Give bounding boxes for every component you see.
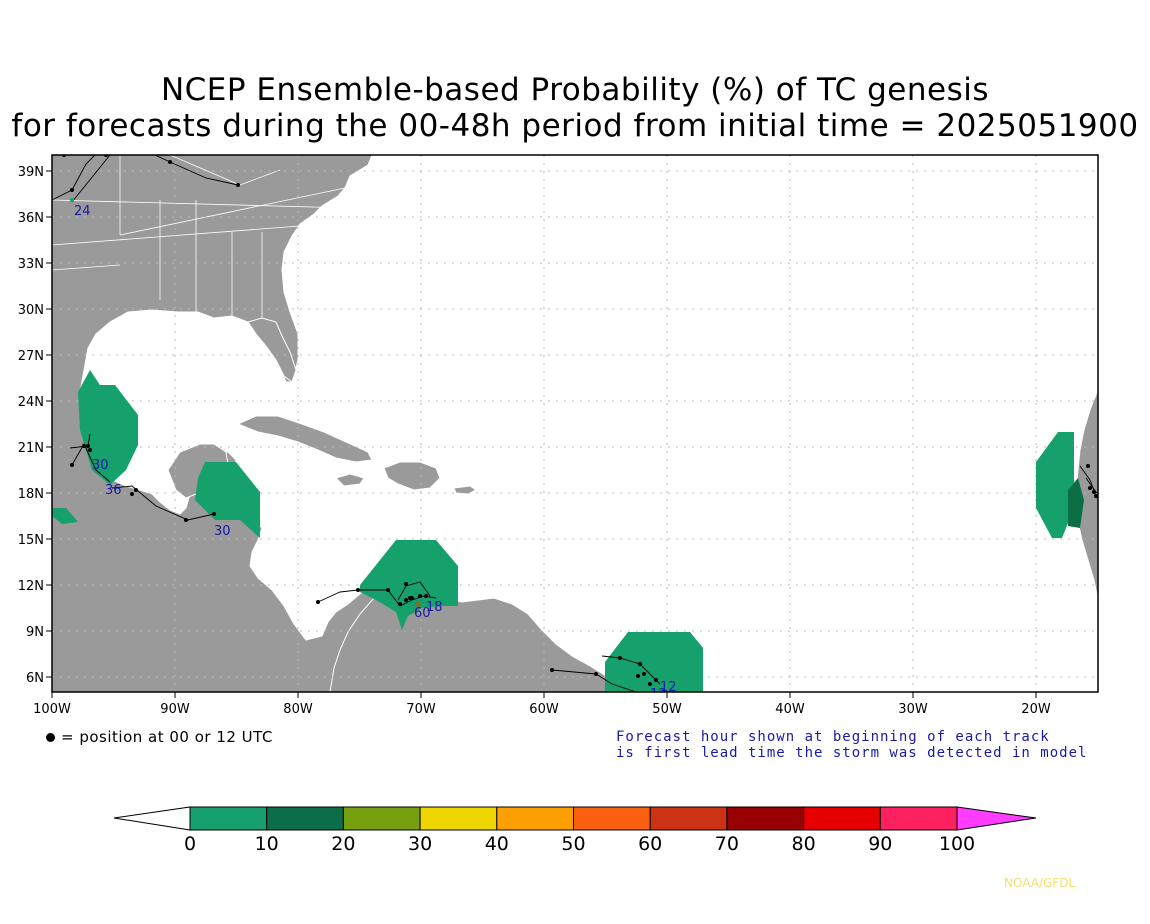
longitude-labels: 100W 90W 80W 70W 60W 50W 40W 30W 20W bbox=[33, 702, 1051, 717]
colorbar: 0 10 20 30 40 50 60 70 80 90 100 bbox=[113, 806, 1037, 855]
track-position-dots bbox=[62, 155, 1098, 686]
lat-label: 36N bbox=[18, 211, 44, 226]
land-florida bbox=[247, 317, 297, 383]
colorbar-tick-label: 20 bbox=[331, 833, 355, 855]
lat-label: 30N bbox=[18, 303, 44, 318]
land-hispaniola bbox=[383, 461, 441, 491]
track-label: 24 bbox=[74, 204, 91, 219]
axis-ticks bbox=[46, 170, 1037, 698]
prob-area-africa-20 bbox=[1068, 478, 1084, 528]
lat-label: 27N bbox=[18, 349, 44, 364]
lon-label: 60W bbox=[529, 702, 559, 717]
lat-label: 18N bbox=[18, 487, 44, 502]
position-legend: = position at 00 or 12 UTC bbox=[46, 729, 273, 745]
lon-label: 50W bbox=[652, 702, 682, 717]
track-label: 18 bbox=[426, 600, 443, 615]
colorbar-tick-label: 50 bbox=[561, 833, 585, 855]
colorbar-tick-label: 100 bbox=[939, 833, 975, 855]
colorbar-tick-label: 80 bbox=[792, 833, 816, 855]
track-label: 30 bbox=[214, 524, 231, 539]
latitude-labels: 39N 36N 33N 30N 27N 24N 21N 18N 15N 12N … bbox=[18, 165, 44, 686]
land-cuba bbox=[236, 415, 373, 463]
track-label: 36 bbox=[105, 483, 122, 498]
track-label: 12 bbox=[660, 680, 677, 695]
prob-area-guyana bbox=[605, 632, 703, 692]
colorbar-tick-label: 90 bbox=[868, 833, 892, 855]
colorbar-tick-label: 70 bbox=[715, 833, 739, 855]
colorbar-segment bbox=[803, 806, 881, 831]
colorbar-overflow-triangle bbox=[956, 806, 1037, 831]
credit-label: NOAA/GFDL bbox=[1004, 876, 1076, 890]
colorbar-segment bbox=[726, 806, 805, 831]
position-legend-text: = position at 00 or 12 UTC bbox=[61, 728, 273, 746]
prob-area-pacific bbox=[52, 508, 78, 524]
state-borders bbox=[52, 155, 351, 318]
colorbar-segment bbox=[189, 806, 268, 831]
lon-label: 30W bbox=[898, 702, 928, 717]
lat-lon-grid bbox=[52, 155, 1098, 692]
colorbar-tick-label: 0 bbox=[184, 833, 196, 855]
track-label: 60 bbox=[414, 606, 431, 621]
forecast-note-line2: is first lead time the storm was detecte… bbox=[616, 745, 1088, 761]
map-title-line1: NCEP Ensemble-based Probability (%) of T… bbox=[160, 72, 990, 108]
track-label: 12 bbox=[650, 687, 667, 702]
colorbar-segment bbox=[573, 806, 651, 831]
colorbar-segment bbox=[649, 806, 728, 831]
forecast-hour-note: Forecast hour shown at beginning of each… bbox=[616, 729, 1087, 761]
map-title-line2: for forecasts during the 00-48h period f… bbox=[11, 108, 1139, 144]
lon-label: 40W bbox=[775, 702, 805, 717]
colorbar-tick-label: 60 bbox=[638, 833, 662, 855]
storm-tracks bbox=[52, 155, 1098, 692]
lat-label: 6N bbox=[26, 671, 44, 686]
lon-label: 20W bbox=[1021, 702, 1051, 717]
position-dot-icon bbox=[46, 733, 55, 742]
lat-label: 21N bbox=[18, 441, 44, 456]
lat-label: 39N bbox=[18, 165, 44, 180]
colorbar-segment bbox=[419, 806, 498, 831]
lon-label: 80W bbox=[283, 702, 313, 717]
land-puerto-rico bbox=[453, 485, 477, 495]
lon-label: 100W bbox=[33, 702, 71, 717]
colorbar-underflow-triangle bbox=[113, 806, 191, 831]
colorbar-segment bbox=[342, 806, 421, 831]
prob-area-honduras bbox=[195, 462, 260, 538]
lon-label: 70W bbox=[406, 702, 436, 717]
lat-label: 24N bbox=[18, 395, 44, 410]
map-frame bbox=[51, 154, 1099, 693]
prob-area-africa-10 bbox=[1036, 432, 1074, 538]
colorbar-tick-label: 40 bbox=[485, 833, 509, 855]
colorbar-tick-label: 30 bbox=[408, 833, 432, 855]
genesis-probability-shading bbox=[52, 370, 1084, 692]
track-hour-labels: 24 30 36 30 18 60 12 12 bbox=[74, 204, 677, 702]
colorbar-segment bbox=[266, 806, 344, 831]
lat-label: 9N bbox=[26, 625, 44, 640]
prob-area-gulf bbox=[78, 370, 138, 485]
colorbar-tick-label: 10 bbox=[255, 833, 279, 855]
colorbar-segment bbox=[496, 806, 574, 831]
lat-label: 12N bbox=[18, 579, 44, 594]
lat-label: 33N bbox=[18, 257, 44, 272]
colorbar-segment bbox=[879, 806, 958, 831]
track-label: 30 bbox=[92, 458, 109, 473]
forecast-note-line1: Forecast hour shown at beginning of each… bbox=[616, 729, 1050, 745]
lon-label: 90W bbox=[160, 702, 190, 717]
land-jamaica bbox=[335, 473, 365, 487]
lat-label: 15N bbox=[18, 533, 44, 548]
